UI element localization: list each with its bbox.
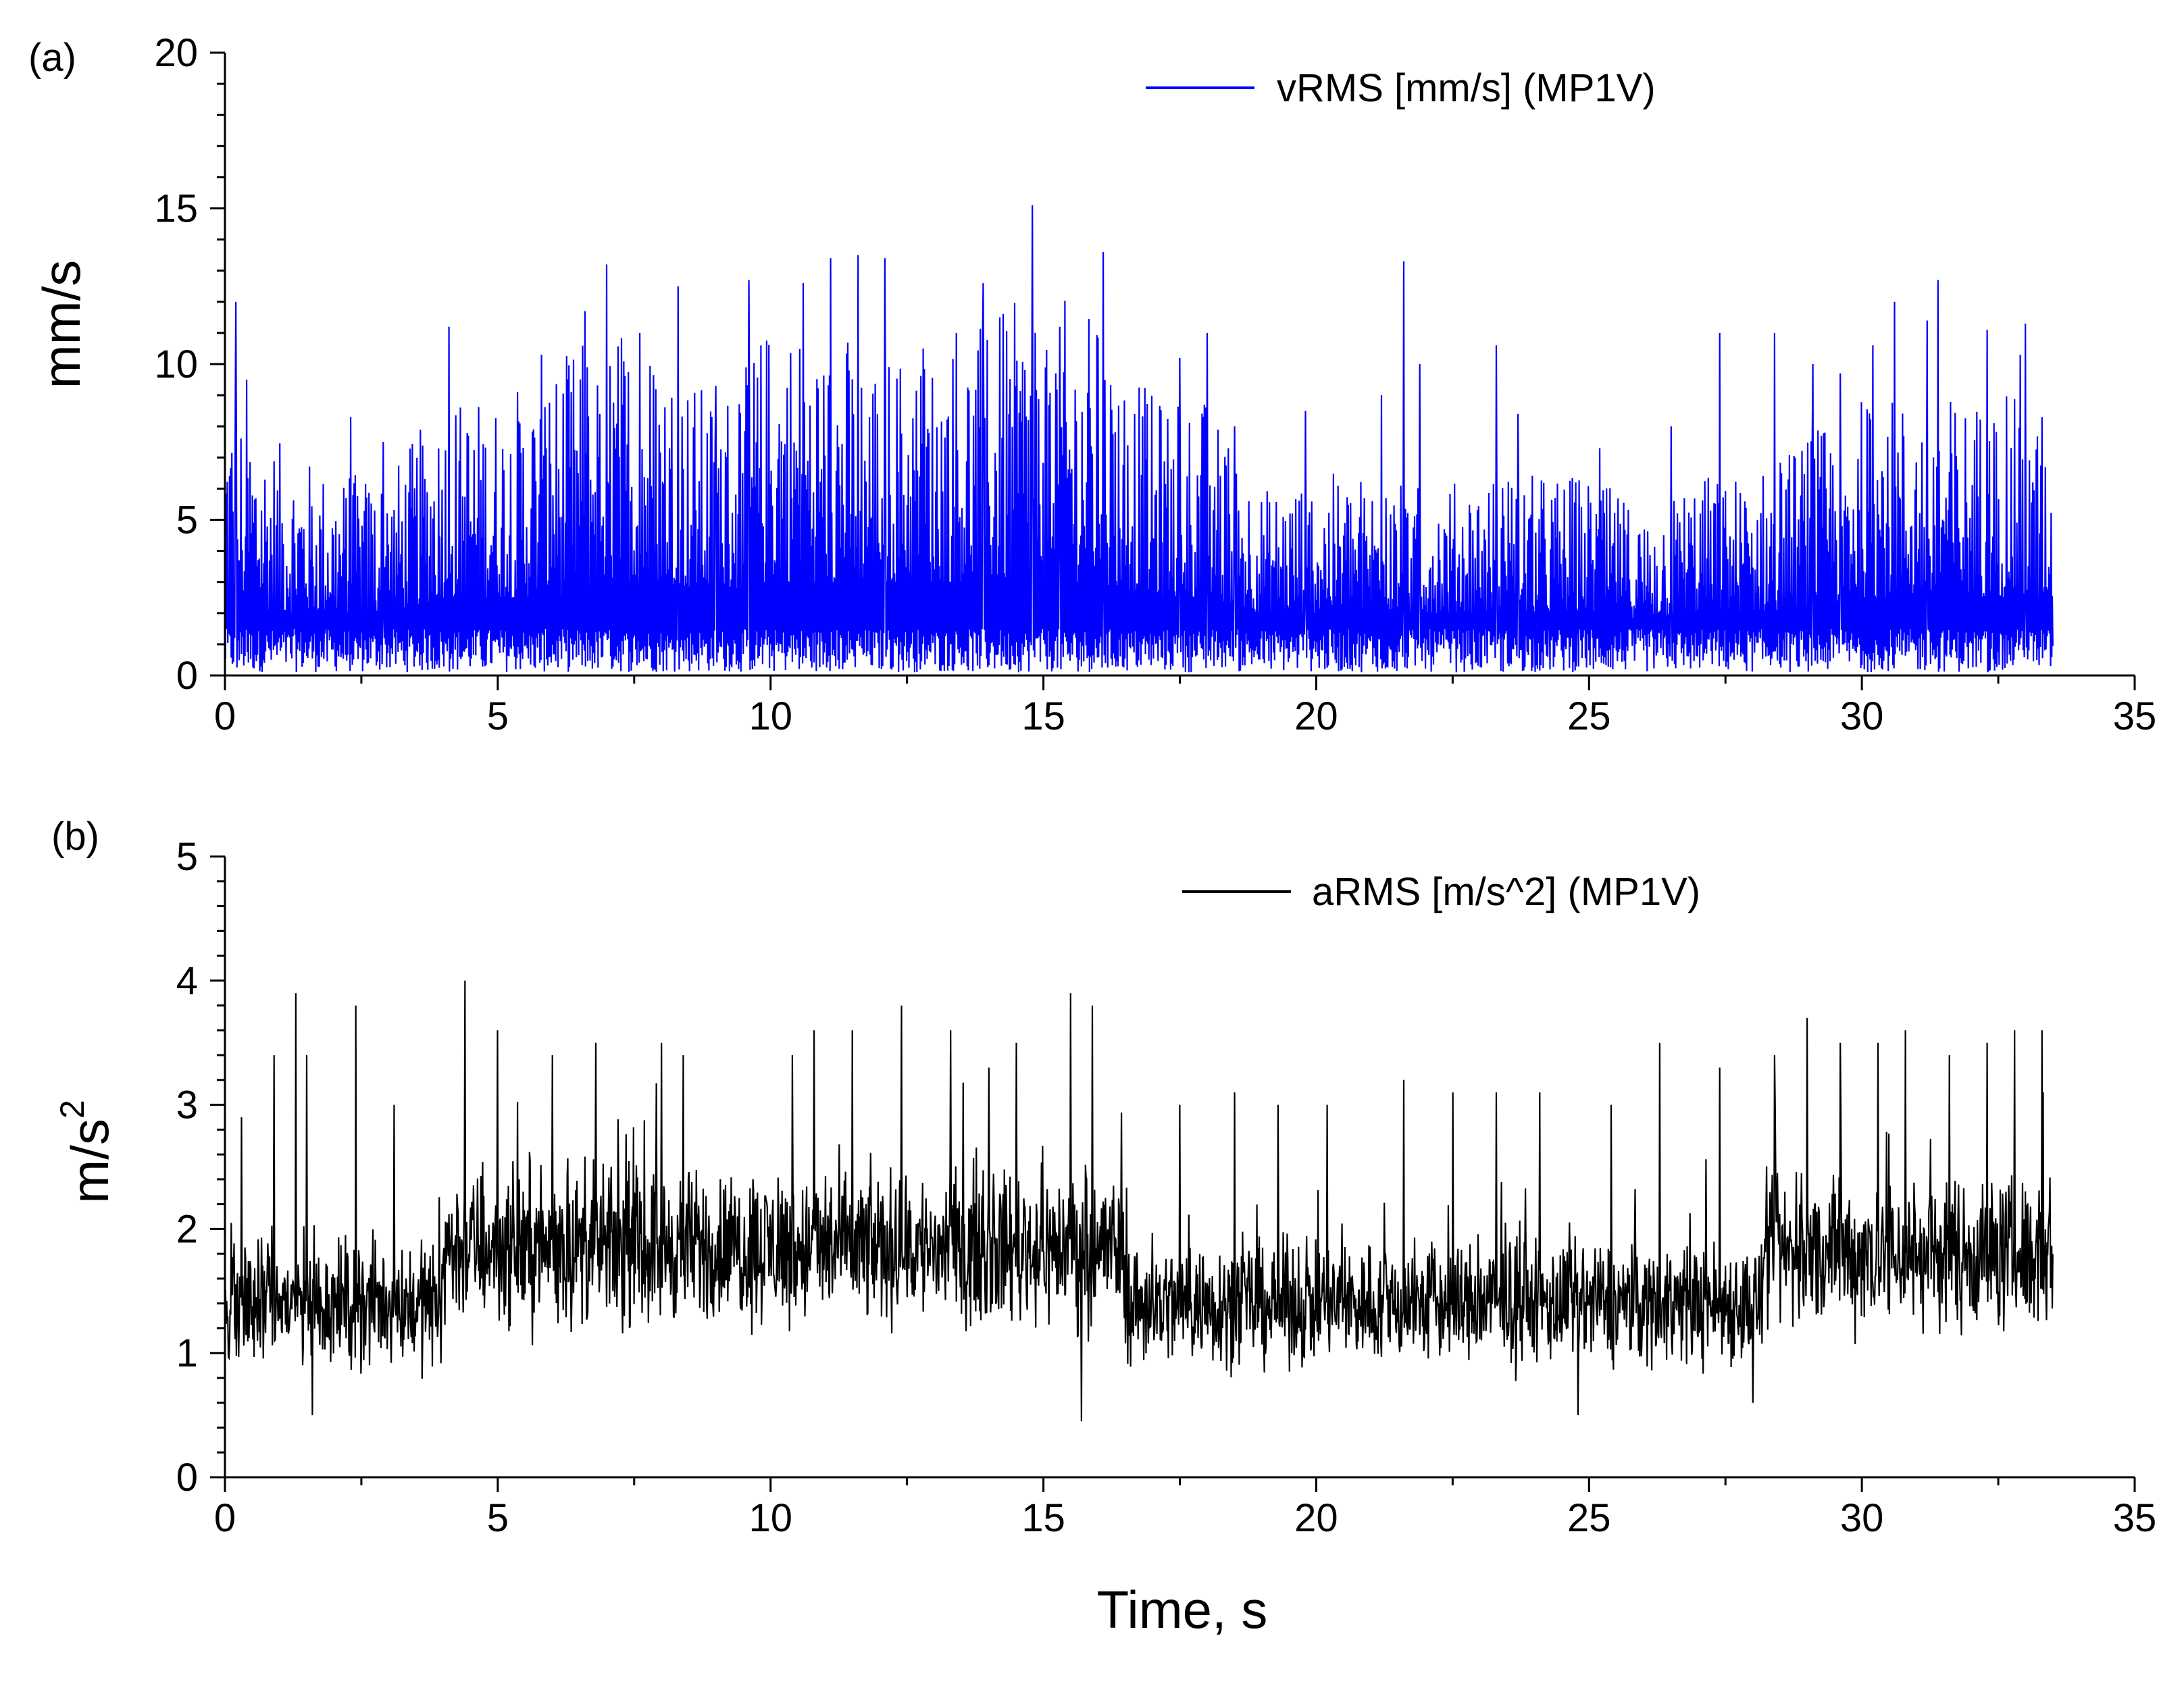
panel-b: (b) 0 5 10 15 20 25 30 35 0 1 2 3 4 5 aRMS [m/s^2] (M…: [51, 815, 2156, 1639]
panel-b-legend: aRMS [m/s^2] (MP1V): [1182, 870, 1700, 914]
panel-b-x-tick-label: 10: [748, 1496, 792, 1540]
panel-a-x-tick-label: 15: [1021, 694, 1065, 738]
panel-a-y-tick-label: 15: [154, 187, 198, 231]
panel-b-x-tick-label: 5: [487, 1496, 509, 1540]
panel-b-legend-label: aRMS [m/s^2] (MP1V): [1312, 870, 1700, 914]
panel-b-y-tick-label: 1: [176, 1331, 198, 1375]
panel-a-legend: vRMS [mm/s] (MP1V): [1146, 66, 1656, 110]
panel-a-x-tick-label: 0: [214, 694, 236, 738]
panel-a-y-tick-label: 5: [176, 498, 198, 542]
panel-b-x-tick-label: 35: [2113, 1496, 2157, 1540]
panel-a-legend-label: vRMS [mm/s] (MP1V): [1277, 66, 1656, 110]
panel-a-label: (a): [28, 36, 76, 80]
panel-a-x-tick-label: 20: [1294, 694, 1338, 738]
panel-b-y-tick-label: 2: [176, 1207, 198, 1251]
panel-b-y-tick-label: 0: [176, 1456, 198, 1500]
panel-a-y-tick-label: 10: [154, 342, 198, 386]
panel-a: (a) 0 5 10 15 20 25 30 35 0 5 10 15 20 vRMS [mm/s] (…: [28, 31, 2156, 738]
panel-b-label: (b): [51, 815, 99, 859]
panel-a-x-tick-label: 25: [1567, 694, 1611, 738]
panel-a-y-axis-title: mm/s: [32, 260, 91, 389]
panel-b-x-tick-label: 15: [1021, 1496, 1065, 1540]
panel-a-x-tick-label: 10: [748, 694, 792, 738]
panel-b-y-axis-title-exponent: 2: [53, 1100, 91, 1119]
panel-b-x-tick-label: 20: [1294, 1496, 1338, 1540]
panel-b-series-line: [224, 980, 2054, 1422]
panel-a-x-tick-label: 35: [2113, 694, 2157, 738]
panel-b-y-axis-title: m/s2: [53, 1100, 120, 1203]
panel-b-y-tick-label: 5: [176, 835, 198, 879]
panel-b-x-tick-label: 25: [1567, 1496, 1611, 1540]
panel-a-x-tick-label: 30: [1840, 694, 1884, 738]
arms-series-line: [224, 980, 2054, 1422]
panel-b-x-tick-label: 30: [1840, 1496, 1884, 1540]
panel-b-y-tick-label: 4: [176, 959, 198, 1003]
panel-b-x-tick-label: 0: [214, 1496, 236, 1540]
panel-a-y-tick-label: 0: [176, 654, 198, 698]
panel-b-x-axis-title: Time, s: [1097, 1580, 1268, 1639]
panel-a-axes: 0 5 10 15 20 25 30 35 0 5 10 15 20: [154, 31, 2156, 738]
panel-a-series-line: [224, 205, 2054, 673]
panel-a-y-tick-label: 20: [154, 31, 198, 75]
panel-b-y-tick-label: 3: [176, 1083, 198, 1127]
panel-b-axes: 0 5 10 15 20 25 30 35 0 1 2 3 4 5: [176, 835, 2157, 1540]
panel-a-x-tick-label: 5: [487, 694, 509, 738]
panel-b-y-axis-title-base: m/s: [60, 1119, 120, 1204]
vrms-series-line: [224, 205, 2054, 673]
